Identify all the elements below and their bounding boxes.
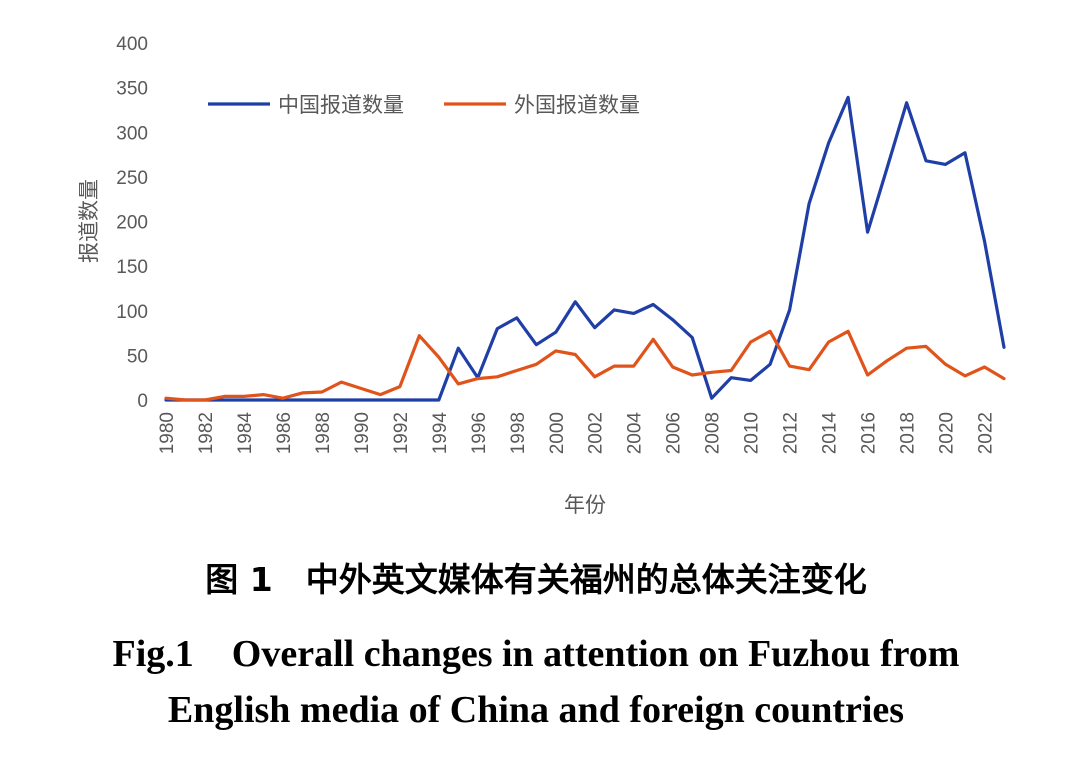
x-tick-label: 2002 xyxy=(586,412,607,454)
x-tick-label: 2004 xyxy=(625,412,646,455)
x-tick-label: 1980 xyxy=(157,412,178,454)
y-tick-label: 50 xyxy=(127,346,148,367)
x-tick-label: 2000 xyxy=(547,412,568,454)
figure-caption-chinese: 图 1 中外英文媒体有关福州的总体关注变化 xyxy=(205,560,867,599)
x-tick-label: 1998 xyxy=(508,412,529,454)
x-tick-label: 1994 xyxy=(430,412,451,455)
y-tick-label: 0 xyxy=(137,391,148,412)
y-tick-label: 300 xyxy=(116,123,148,144)
x-tick-label: 1986 xyxy=(274,412,295,454)
x-tick-label: 2012 xyxy=(781,412,802,454)
y-tick-label: 100 xyxy=(116,302,148,323)
y-tick-label: 150 xyxy=(116,257,148,278)
y-tick-label: 400 xyxy=(116,34,148,55)
figure-caption-english-line1: Fig.1 Overall changes in attention on Fu… xyxy=(112,633,960,675)
x-tick-label: 2022 xyxy=(976,412,997,454)
series-line-2 xyxy=(164,329,1006,402)
figure-caption-english-line2: English media of China and foreign count… xyxy=(167,689,905,731)
series-line-1 xyxy=(164,95,1006,402)
x-tick-label: 1982 xyxy=(196,412,217,454)
x-tick-label: 1996 xyxy=(469,412,490,454)
x-axis-title: 年份 xyxy=(564,493,606,517)
x-tick-label: 2008 xyxy=(703,412,724,454)
y-axis-title: 报道数量 xyxy=(77,179,101,263)
x-tick-label: 2020 xyxy=(937,412,958,454)
series-lines xyxy=(164,95,1006,402)
x-axis: 1980 1982 1984 1986 1988 1990 1992 1994 1996 1998… xyxy=(157,412,997,455)
x-tick-label: 1984 xyxy=(235,412,256,455)
x-tick-label: 2018 xyxy=(898,412,919,454)
x-tick-label: 2016 xyxy=(859,412,880,454)
legend-label-1: 中国报道数量 xyxy=(278,93,404,117)
x-tick-label: 1992 xyxy=(391,412,412,454)
y-axis: 0 50 100 150 200 250 300 350 400 xyxy=(116,34,148,412)
y-tick-label: 200 xyxy=(116,213,148,234)
x-tick-label: 1988 xyxy=(313,412,334,454)
x-tick-label: 2014 xyxy=(820,412,841,455)
x-tick-label: 2010 xyxy=(742,412,763,454)
y-tick-label: 250 xyxy=(116,168,148,189)
legend: 中国报道数量 外国报道数量 xyxy=(208,93,640,117)
y-tick-label: 350 xyxy=(116,79,148,100)
legend-label-2: 外国报道数量 xyxy=(514,93,640,117)
x-tick-label: 1990 xyxy=(352,412,373,454)
x-tick-label: 2006 xyxy=(664,412,685,454)
